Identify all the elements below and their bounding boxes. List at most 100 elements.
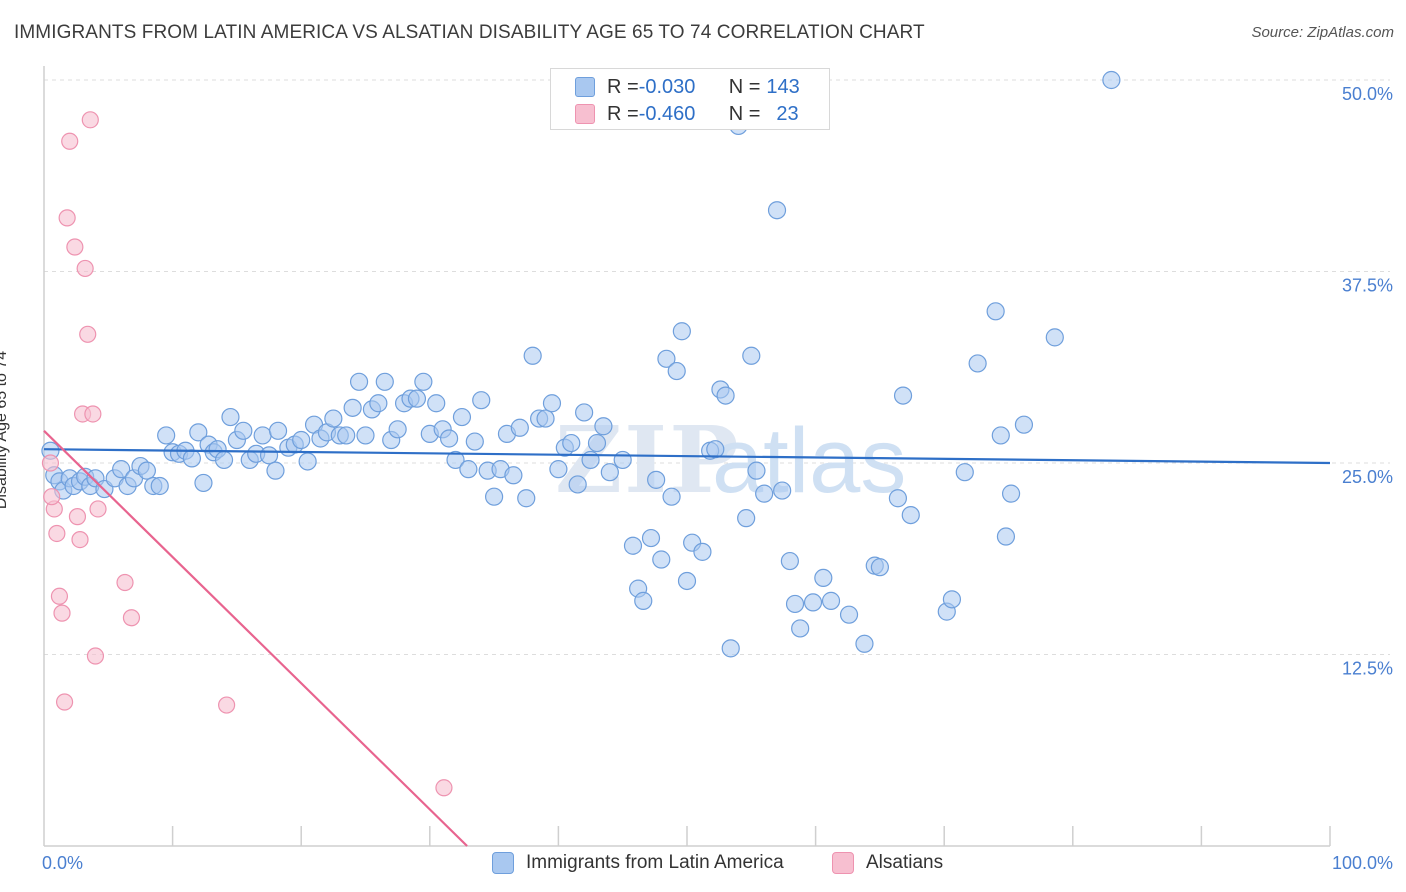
data-point-latin-america (414, 372, 433, 391)
data-point-latin-america (575, 403, 594, 422)
bottom-legend-swatch-pink (832, 852, 854, 874)
bottom-legend-alsatians: Alsatians (832, 852, 943, 874)
data-point-latin-america (472, 391, 491, 410)
data-point-latin-america (485, 487, 504, 506)
legend-r-label: R = (607, 102, 639, 125)
grid-lines (44, 79, 1390, 655)
data-point-latin-america (821, 591, 841, 610)
data-point-latin-america (737, 509, 756, 528)
data-point-latin-america (298, 452, 317, 471)
y-tick-label: 37.5% (1342, 276, 1393, 296)
data-point-alsatians (50, 587, 69, 605)
data-point-latin-america (747, 461, 766, 480)
data-point-alsatians (116, 573, 134, 592)
data-point-latin-america (803, 593, 823, 612)
tick-labels: 12.5% 25.0% 37.5% 50.0% 0.0% 100.0% (42, 84, 1393, 873)
data-point-latin-america (427, 394, 446, 413)
data-point-alsatians (66, 238, 84, 256)
data-point-latin-america (870, 558, 890, 577)
data-point-latin-america (510, 418, 529, 437)
legend-n-label: N = (728, 75, 761, 98)
data-point-latin-america (259, 446, 279, 465)
data-point-latin-america (996, 527, 1016, 546)
data-point-alsatians (68, 508, 87, 526)
data-point-latin-america (780, 551, 799, 571)
legend: R = -0.030 N = 143 R = -0.460 N = 23 (550, 68, 830, 130)
data-point-latin-america (150, 476, 169, 496)
legend-r-label: R = (607, 75, 639, 98)
data-point-latin-america (375, 372, 394, 391)
data-point-latin-america (465, 432, 484, 451)
data-point-latin-america (623, 536, 643, 555)
series-alsatians-points (41, 111, 453, 797)
data-point-latin-america (234, 421, 253, 440)
data-point-latin-america (439, 429, 459, 448)
data-point-latin-america (137, 461, 156, 480)
y-tick-label: 12.5% (1342, 659, 1393, 679)
data-point-latin-america (459, 460, 478, 479)
data-point-alsatians (435, 779, 453, 797)
data-point-latin-america (369, 394, 388, 413)
x-tick-label: 100.0% (1332, 853, 1393, 873)
legend-r-value: -0.030 (638, 75, 696, 98)
data-point-latin-america (587, 433, 607, 453)
legend-row-alsatians: R = -0.460 N = 23 (575, 102, 799, 126)
data-point-alsatians (61, 132, 79, 150)
data-point-latin-america (672, 322, 691, 341)
data-point-latin-america (1045, 328, 1064, 347)
data-point-latin-america (253, 426, 272, 445)
data-point-latin-america (266, 461, 285, 480)
data-point-latin-america (407, 389, 427, 408)
data-point-latin-america (1014, 415, 1034, 434)
data-point-latin-america (1001, 484, 1021, 503)
data-point-alsatians (55, 693, 74, 711)
data-point-alsatians (81, 111, 99, 129)
data-point-latin-america (594, 417, 613, 436)
data-point-alsatians (53, 604, 71, 622)
data-point-latin-america (324, 409, 343, 428)
data-point-latin-america (343, 398, 362, 417)
data-point-latin-america (662, 487, 681, 506)
watermark-text-atlas: atlas (712, 410, 906, 512)
data-point-latin-america (349, 372, 369, 391)
data-point-latin-america (742, 346, 761, 365)
source-label: Source: ZipAtlas.com (1251, 24, 1394, 41)
data-point-latin-america (991, 426, 1010, 445)
data-point-alsatians (58, 209, 76, 227)
bottom-legend-latin-america: Immigrants from Latin America (492, 852, 784, 874)
data-point-latin-america (613, 450, 632, 470)
data-point-latin-america (767, 201, 787, 220)
data-point-alsatians (89, 500, 107, 518)
data-point-latin-america (986, 302, 1005, 321)
data-point-alsatians (76, 259, 94, 278)
data-point-latin-america (657, 349, 676, 368)
trend-line-alsatians (43, 430, 468, 847)
data-point-alsatians (41, 454, 60, 472)
bottom-legend-swatch-blue (492, 852, 514, 874)
data-point-latin-america (641, 528, 661, 548)
data-point-alsatians (48, 524, 66, 543)
data-point-latin-america (356, 426, 375, 445)
legend-swatch-blue (575, 77, 595, 97)
data-point-latin-america (888, 489, 908, 508)
legend-swatch-pink (575, 104, 595, 124)
legend-row-latin-america: R = -0.030 N = 143 (575, 75, 800, 99)
data-point-latin-america (901, 505, 920, 525)
data-point-latin-america (504, 466, 523, 485)
data-point-alsatians (43, 488, 61, 506)
data-point-latin-america (893, 386, 913, 405)
data-point-alsatians (84, 405, 102, 423)
data-point-latin-america (549, 460, 568, 479)
data-point-latin-america (337, 426, 356, 445)
data-point-latin-america (652, 550, 671, 569)
data-point-alsatians (86, 647, 105, 665)
data-point-latin-america (968, 354, 987, 373)
bottom-legend: Immigrants from Latin America Alsatians (0, 852, 1406, 876)
data-point-latin-america (755, 484, 774, 503)
data-point-latin-america (452, 407, 472, 427)
data-point-latin-america (523, 346, 542, 365)
data-point-latin-america (112, 460, 131, 479)
data-point-alsatians (79, 325, 97, 343)
data-point-latin-america (839, 605, 859, 624)
y-tick-label: 50.0% (1342, 84, 1393, 104)
